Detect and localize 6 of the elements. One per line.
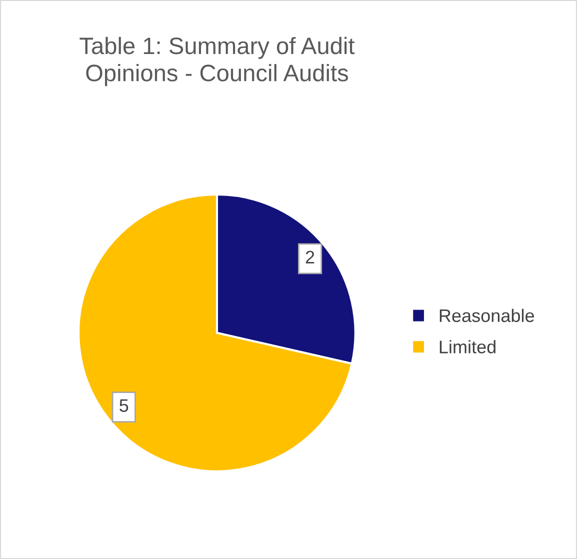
legend-label: Limited <box>440 340 496 354</box>
data-label: 5 <box>120 399 128 412</box>
data-label: 2 <box>306 250 314 264</box>
chart-title: Table 1: Summary of Audit Opinions - Council Audits <box>80 36 355 86</box>
pie-slice <box>78 193 353 472</box>
legend-label: Reasonable <box>440 308 534 322</box>
